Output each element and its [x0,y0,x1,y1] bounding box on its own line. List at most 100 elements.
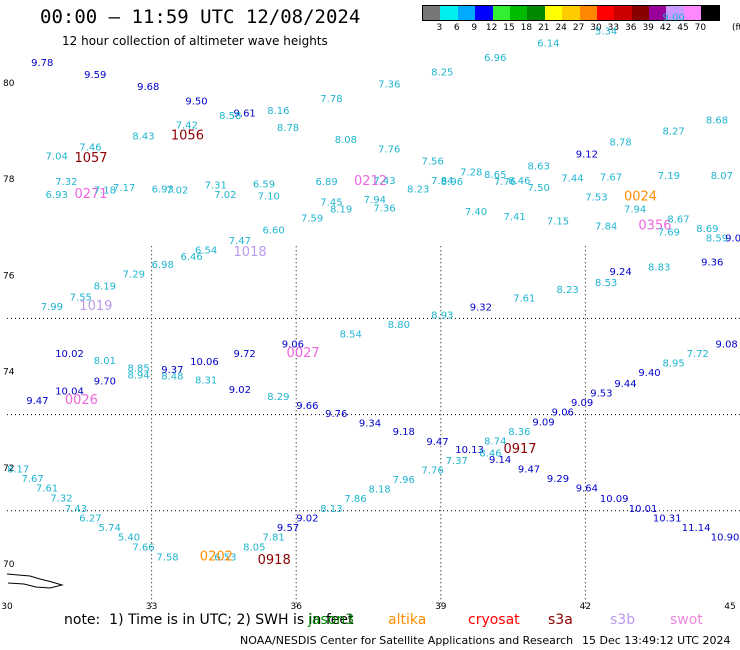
wave-height-value: 10.09 [600,494,629,505]
legend-swatch [492,6,510,20]
lat-label: 70 [3,560,15,570]
pass-time-label: 0356 [638,218,671,233]
pass-time-label: 0024 [624,190,657,205]
pass-time-label: 0202 [200,549,233,564]
legend-swatch [701,6,719,20]
wave-height-value: 7.44 [561,173,583,184]
wave-height-value: 9.09 [532,417,554,428]
wave-height-value: 7.02 [214,190,236,201]
legend-swatch [562,6,580,20]
footer-credit: NOAA/NESDIS Center for Satellite Applica… [240,634,574,647]
wave-height-value: 7.15 [547,217,569,228]
wave-height-value: 9.08 [716,339,738,350]
wave-height-value: 6.93 [152,184,174,195]
lon-label: 42 [580,602,591,612]
wave-height-value: 7.17 [113,183,135,194]
legend-swatch [544,6,563,20]
lon-label: 30 [1,602,13,612]
wave-height-value: 9.64 [576,484,598,495]
wave-height-value: 9.50 [185,96,207,107]
wave-height-value: 7.36 [378,80,400,91]
wave-height-value: 8.08 [335,135,357,146]
legend-swatch [614,6,632,20]
wave-height-value: 7.43 [373,176,395,187]
wave-height-value: 7.84 [595,221,617,232]
pass-time-label: 0027 [287,346,320,361]
wave-height-value: 8.05 [243,542,265,553]
legend-swatch [440,6,458,20]
wave-height-value: 8.16 [267,106,289,117]
wave-height-value: 8.78 [277,123,299,134]
wave-height-value: 8.83 [648,262,670,273]
wave-height-value: 8.53 [595,278,617,289]
wave-height-value: 6.96 [484,53,506,64]
footer-timestamp: 15 Dec 13:49:12 UTC 2024 [582,634,731,647]
wave-height-value: 7.78 [320,94,342,105]
wave-height-value: 9.29 [547,474,569,485]
wave-height-value: 6.93 [46,190,68,201]
wave-height-value: 7.18 [94,185,116,196]
wave-height-value: 8.23 [556,285,578,296]
lat-label: 78 [3,175,15,185]
wave-height-value: 8.58 [219,111,241,122]
wave-height-value: 6.54 [195,246,217,257]
footnote: note: 1) Time is in UTC; 2) SWH is in fe… [64,612,354,628]
legend-swatch [457,6,476,20]
wave-height-value: 7.94 [364,195,386,206]
wave-height-value: 9.47 [26,396,48,407]
wave-height-value: 9.47 [426,437,448,448]
pass-time-label: 0271 [74,187,107,202]
wave-height-value: 8.95 [663,359,685,370]
wave-height-value: 10.02 [55,349,84,360]
wave-height-value: 8.36 [508,427,530,438]
pass-time-label: 0918 [258,553,291,568]
wave-height-value: 7.67 [21,474,43,485]
wave-height-value: 9.02 [229,385,251,396]
wave-height-value: 9.00 [663,12,685,23]
wave-height-value: 7.55 [70,293,92,304]
wave-height-value: 9.47 [518,464,540,475]
legend-swatch [423,6,441,20]
legend-swatch [509,6,528,20]
wave-height-value: 7.02 [166,185,188,196]
wave-height-value: 7.29 [123,270,145,281]
legend-label: 36 [625,23,637,33]
legend-label: 30 [590,23,602,33]
wave-height-value: 7.36 [373,204,395,215]
lon-label: 36 [290,602,302,612]
legend-label: 45 [677,23,689,33]
wave-height-value: 6.27 [79,513,101,524]
wave-height-value: 9.09 [725,234,740,245]
wave-height-value: 9.61 [234,108,256,119]
wave-height-value: 7.76 [422,465,444,476]
mission-cryosat: cryosat [468,612,520,628]
wave-height-value: 8.67 [667,214,689,225]
page-subtitle: 12 hour collection of altimeter wave hei… [62,34,328,48]
wave-height-value: 5.74 [99,523,121,534]
coastline [6,573,64,589]
mission-altika: altika [388,612,427,628]
wave-height-value: 8.68 [706,116,728,127]
wave-height-value: 9.37 [161,365,183,376]
legend-swatches [422,5,720,21]
wave-height-value: 6.59 [253,180,275,191]
legend-unit: (ft) [732,23,740,33]
wave-height-value: 8.93 [431,310,453,321]
wave-height-value: 9.18 [393,427,415,438]
wave-height-value: 8.29 [267,392,289,403]
wave-height-value: 11.14 [682,523,711,534]
legend-swatch [683,6,702,20]
legend-label: 27 [572,23,585,33]
wave-height-value: 8.23 [407,184,429,195]
wave-height-value: 10.90 [711,533,740,544]
wave-height-value: 9.02 [296,513,318,524]
wave-height-value: 9.34 [359,419,381,430]
wave-height-value: 9.24 [610,267,632,278]
wave-height-value: 8.19 [330,205,352,216]
wave-height-value: 7.04 [46,152,68,163]
wave-height-value: 7.84 [431,176,453,187]
wave-height-value: 8.54 [340,330,362,341]
wave-height-value: 9.76 [325,409,347,420]
wave-height-value: 10.06 [190,357,219,368]
